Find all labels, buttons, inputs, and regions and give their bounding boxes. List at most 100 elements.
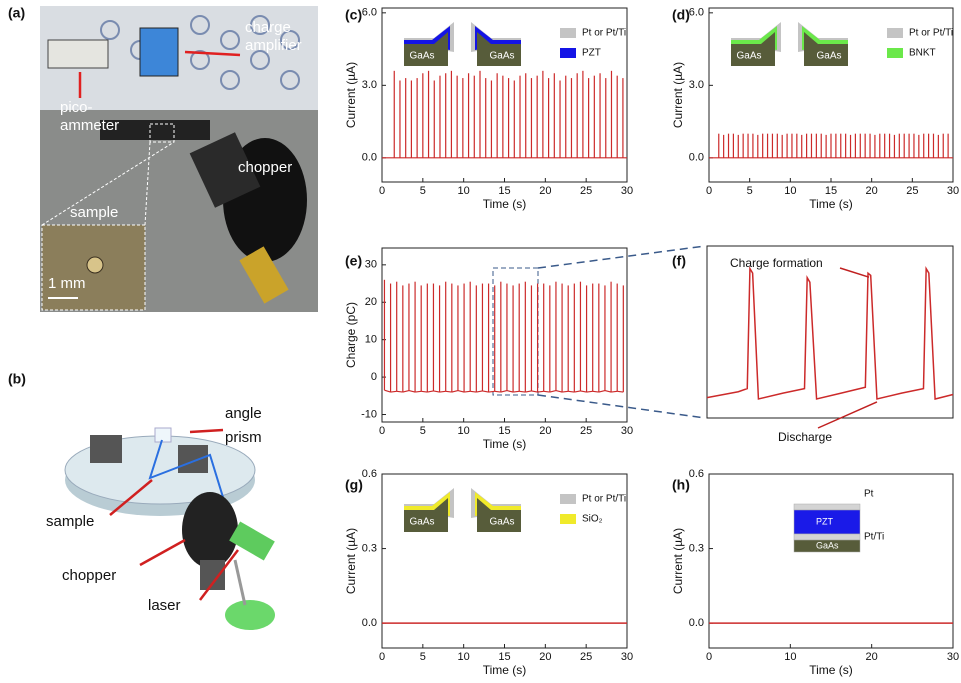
x-tick-label: 30 <box>621 651 633 663</box>
y-axis-label: Current (µA) <box>344 62 358 128</box>
x-axis-label: Time (s) <box>809 197 853 211</box>
photo-annotation: charge <box>245 19 291 36</box>
discharge-segment <box>598 389 606 393</box>
photo-annotation: 1 mm <box>48 275 86 292</box>
panel-label: (b) <box>8 371 26 387</box>
zoom-line <box>144 141 151 226</box>
layer <box>793 503 861 511</box>
photo-annotation: chopper <box>238 159 292 176</box>
x-axis-label: Time (s) <box>809 663 853 677</box>
discharge-segment <box>543 390 550 393</box>
pico-ammeter-device <box>47 39 109 69</box>
discharge-segment <box>500 389 508 393</box>
y-axis-label: Current (µA) <box>671 62 685 128</box>
discharge-segment <box>451 389 459 393</box>
x-tick-label: 0 <box>379 425 385 437</box>
legend-swatch <box>887 28 903 38</box>
panel-label: (d) <box>672 7 690 23</box>
discharge-segment <box>549 389 557 393</box>
panel-label: (f) <box>672 253 686 269</box>
legend-label: PZT <box>582 48 601 59</box>
schematic-annotation: prism <box>225 429 262 446</box>
layer <box>793 533 861 541</box>
plot-frame <box>708 473 954 649</box>
panel-label: (g) <box>345 477 363 493</box>
inset: GaAs GaAs <box>404 22 521 66</box>
x-tick-label: 10 <box>458 651 470 663</box>
discharge-segment <box>604 389 612 393</box>
y-tick-label: 0.0 <box>689 152 704 164</box>
substrate <box>477 32 521 66</box>
discharge-segment <box>611 390 618 393</box>
discharge-segment <box>445 390 452 393</box>
schematic: (b) angle prism sample chopper laser <box>8 371 275 630</box>
holder <box>90 435 122 463</box>
y-axis-label: Charge (pC) <box>344 302 358 368</box>
y-tick-label: 3.0 <box>362 79 377 91</box>
x-tick-label: 15 <box>498 651 510 663</box>
plot-frame <box>706 245 954 419</box>
y-tick-label: 20 <box>365 296 377 308</box>
x-tick-label: 20 <box>539 425 551 437</box>
discharge-segment <box>592 390 599 393</box>
discharge-segment <box>568 390 575 393</box>
laser-body <box>229 521 275 561</box>
annotation: Charge formation <box>730 256 823 270</box>
x-tick-label: 30 <box>947 185 959 197</box>
x-tick-label: 0 <box>379 185 385 197</box>
schematic-annotation: sample <box>46 513 94 530</box>
inset: GaAs GaAs <box>404 488 521 532</box>
layer-label: Pt <box>864 489 874 500</box>
arrow <box>184 50 241 57</box>
x-tick-label: 10 <box>458 185 470 197</box>
legend-swatch <box>887 48 903 58</box>
discharge-segment <box>464 390 471 393</box>
panel-label: (c) <box>345 7 362 23</box>
discharge-segment <box>494 390 501 393</box>
stage <box>100 120 210 140</box>
x-tick-label: 25 <box>580 651 592 663</box>
y-tick-label: 6.0 <box>362 7 377 19</box>
legend-label: Pt or Pt/Ti <box>582 494 626 505</box>
discharge-segment <box>519 390 526 393</box>
data-line <box>706 265 954 400</box>
post <box>233 559 247 606</box>
discharge-segment <box>531 390 538 393</box>
y-tick-label: 0.6 <box>689 468 704 480</box>
discharge-segment <box>415 390 422 393</box>
x-tick-label: 10 <box>784 651 796 663</box>
discharge-segment <box>482 390 489 393</box>
x-axis-label: Time (s) <box>483 663 527 677</box>
x-tick-label: 10 <box>784 185 796 197</box>
zoom-line <box>537 394 706 419</box>
layer-label: PZT <box>816 516 834 526</box>
x-tick-label: 20 <box>539 651 551 663</box>
discharge-segment <box>525 390 532 393</box>
annotation: Discharge <box>778 430 832 444</box>
substrate <box>404 498 448 532</box>
arrow <box>199 549 239 601</box>
y-tick-label: 3.0 <box>689 79 704 91</box>
x-tick-label: 0 <box>706 651 712 663</box>
x-tick-label: 20 <box>866 185 878 197</box>
panel-label: (e) <box>345 253 362 269</box>
discharge-segment <box>470 390 477 393</box>
x-tick-label: 20 <box>539 185 551 197</box>
discharge-segment <box>390 390 397 393</box>
y-tick-label: 0.3 <box>689 542 704 554</box>
substrate <box>404 32 448 66</box>
substrate-label: GaAs <box>409 517 434 528</box>
y-tick-label: 30 <box>365 259 377 271</box>
schematic-annotation: angle <box>225 405 262 422</box>
discharge-segment <box>439 390 446 393</box>
legend-label: BNKT <box>909 48 936 59</box>
chopper-body <box>189 132 261 208</box>
discharge-segment <box>384 389 391 393</box>
layer <box>793 509 861 535</box>
substrate-label: GaAs <box>409 51 434 62</box>
discharge-segment <box>586 390 593 393</box>
zoom-line <box>537 245 706 269</box>
photo: (a) charge amplifier pico- ammeter chopp… <box>8 5 318 312</box>
discharge-segment <box>457 389 465 393</box>
